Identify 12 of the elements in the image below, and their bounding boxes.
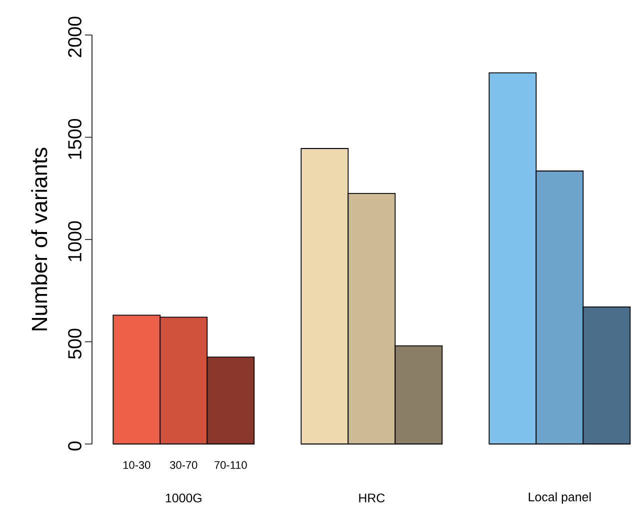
y-axis-title: Number of variants [31,148,48,330]
x-tick-label: HRC [359,494,385,502]
series-label: 70-110 [214,461,247,469]
y-tick-label: 2000 [68,16,82,58]
series-label: 10-30 [123,461,150,469]
y-tick-label: 500 [68,328,82,359]
y-tick-label: 1500 [68,118,82,159]
x-tick-label: 1000G [166,494,202,502]
y-tick-label: 1000 [68,221,82,262]
series-label: 30-70 [170,461,198,469]
y-tick-label: 0 [68,441,82,451]
x-tick-label: Local panel [528,492,591,504]
